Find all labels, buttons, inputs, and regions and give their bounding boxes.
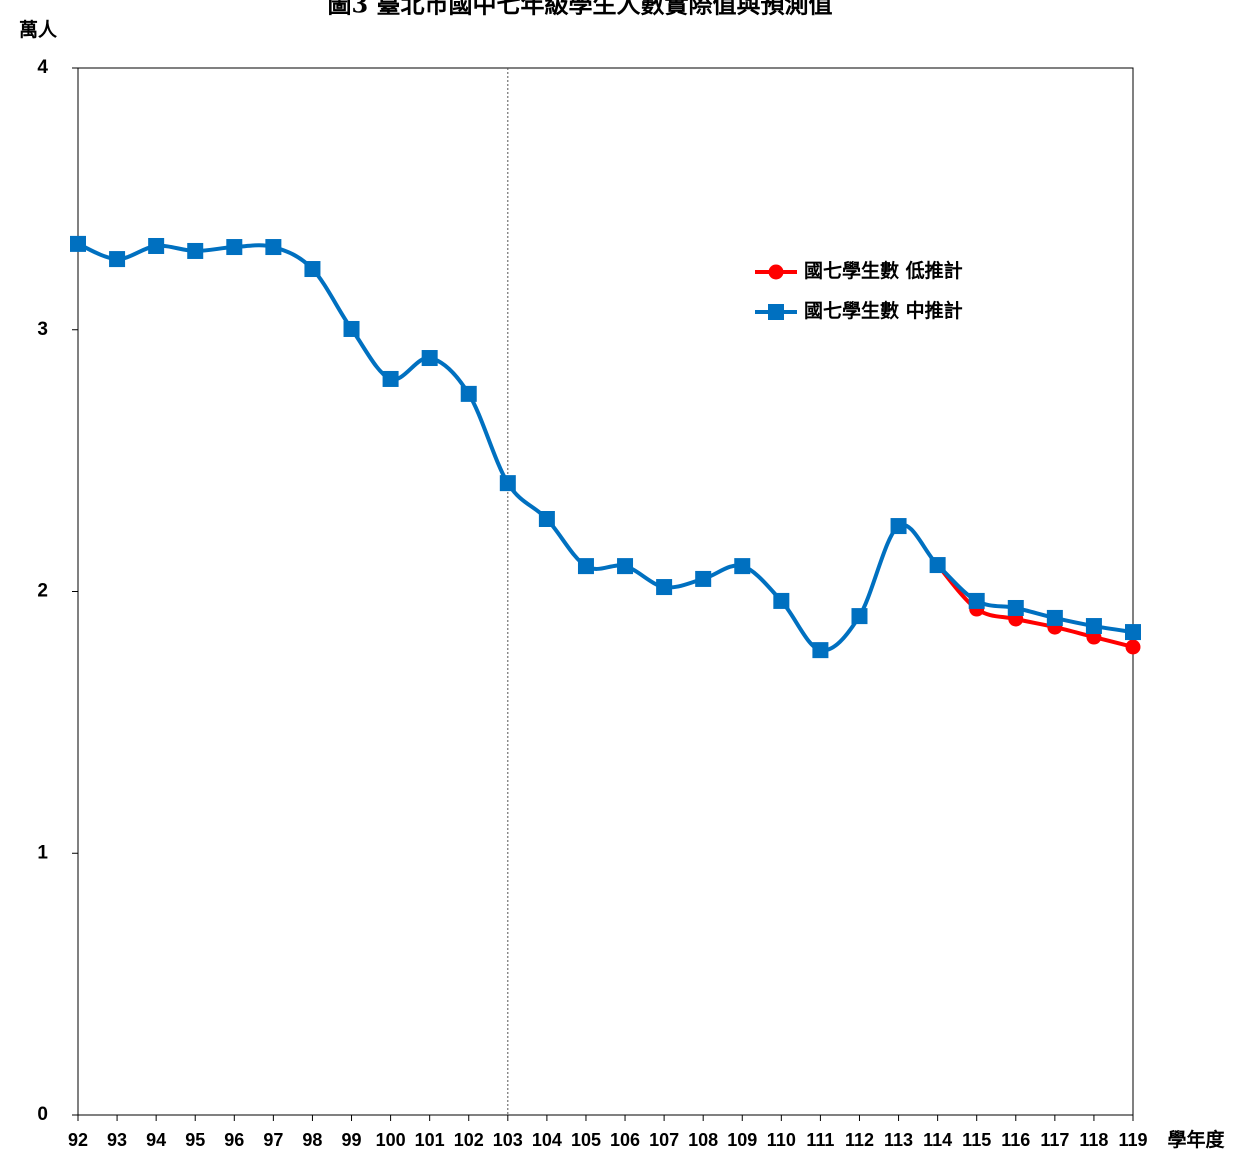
x-tick-label: 106 [610,1130,640,1150]
data-point [148,237,165,254]
x-tick-label: 114 [923,1130,952,1150]
data-point [187,242,204,259]
data-point [70,235,86,252]
data-point [343,320,360,337]
x-tick-label: 118 [1079,1130,1108,1150]
x-tick-label: 110 [767,1130,796,1150]
legend-label: 國七學生數 低推計 [804,259,963,282]
x-tick-label: 93 [107,1130,127,1150]
legend-marker [768,264,784,280]
data-point [734,558,751,575]
x-tick-label: 98 [302,1130,322,1150]
data-point [460,385,477,402]
data-point [265,239,282,256]
x-tick-label: 102 [454,1130,484,1150]
y-tick-label: 4 [37,57,48,78]
data-point [812,642,829,659]
data-point [421,350,438,367]
x-tick-label: 95 [185,1130,205,1150]
x-tick-label: 109 [727,1130,757,1150]
data-point [968,592,985,609]
x-tick-label: 108 [688,1130,718,1150]
series-line [936,563,1134,649]
x-axis-label: 學年度 [1167,1128,1225,1151]
y-axis-label: 萬人 [19,19,58,41]
x-tick-label: 104 [532,1130,562,1150]
x-tick-label: 96 [224,1130,244,1150]
chart-title: 圖3 臺北市國中七年級學生人數實際值與預測值 [327,0,832,19]
x-tick-label: 117 [1040,1130,1069,1150]
data-point [617,558,634,575]
legend-marker [768,304,784,320]
data-point [656,579,673,596]
data-point [499,475,516,492]
x-tick-label: 116 [1001,1130,1030,1150]
x-tick-label: 105 [571,1130,601,1150]
data-point [1007,599,1024,616]
data-point [538,510,555,527]
y-tick-label: 0 [37,1104,48,1125]
x-tick-label: 115 [962,1130,991,1150]
x-tick-label: 101 [415,1130,445,1150]
x-tick-label: 107 [649,1130,679,1150]
y-tick-label: 3 [37,319,48,340]
data-point [1125,624,1141,641]
x-tick-label: 94 [146,1130,166,1150]
x-tick-label: 100 [376,1130,406,1150]
x-tick-label: 119 [1118,1130,1147,1150]
y-tick-label: 2 [37,581,48,602]
x-tick-label: 92 [68,1130,88,1150]
x-tick-label: 103 [493,1130,523,1150]
x-tick-label: 97 [263,1130,283,1150]
legend-label: 國七學生數 中推計 [804,299,963,322]
data-point [773,592,790,609]
data-point [1046,609,1063,626]
series-line [77,242,1134,653]
data-point [577,558,594,575]
data-point [695,570,712,587]
data-point [929,557,946,574]
data-point [1125,639,1141,655]
y-tick-label: 1 [37,842,48,863]
data-point [1085,618,1102,635]
data-point [226,239,243,256]
x-tick-label: 99 [342,1130,362,1150]
data-point [890,518,907,535]
x-tick-label: 111 [806,1130,834,1150]
data-point [382,370,399,387]
x-tick-label: 113 [884,1130,913,1150]
data-point [109,251,126,268]
data-point [851,608,868,625]
x-tick-label: 112 [845,1130,874,1150]
data-point [304,261,321,278]
plot-frame [77,67,1134,1116]
